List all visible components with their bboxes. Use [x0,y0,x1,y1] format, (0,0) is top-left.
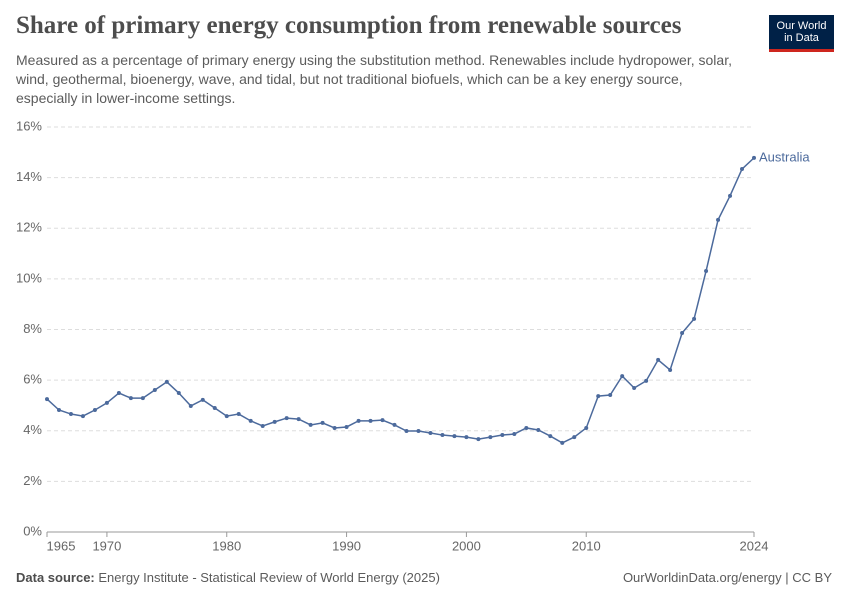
point [152,387,157,392]
point [212,405,217,410]
point [272,419,277,424]
series-label: Australia [759,149,810,164]
x-tick-label: 2024 [740,538,769,553]
point [164,379,169,384]
logo-text: Our World [776,20,827,32]
source-text: Energy Institute - Statistical Review of… [98,570,440,585]
point [452,434,457,439]
point [80,414,85,419]
y-tick-label: 10% [16,270,42,285]
point [536,427,541,432]
point [560,440,565,445]
point [200,397,205,402]
point [56,407,61,412]
point [260,423,265,428]
point [140,396,145,401]
point [464,435,469,440]
y-tick-label: 4% [23,422,42,437]
x-tick-label: 1980 [212,538,241,553]
point [716,217,721,222]
point [45,397,49,402]
point [668,368,673,372]
x-tick-label: 1965 [47,538,76,553]
point [500,433,505,438]
logo[interactable]: Our World in Data [769,15,834,52]
point [596,394,601,399]
point [632,385,637,390]
point [620,374,625,379]
x-tick-label: 1970 [92,538,121,553]
y-tick-label: 2% [23,473,42,488]
point [176,391,181,396]
point [284,416,289,421]
point [308,422,313,427]
point [488,435,493,440]
y-tick-label: 12% [16,220,42,235]
chart-subtitle: Measured as a percentage of primary ener… [16,52,732,106]
point [704,269,709,274]
point [188,403,193,408]
point [476,437,481,442]
point [644,378,649,383]
y-tick-label: 8% [23,321,42,336]
point [608,393,613,398]
y-tick-label: 14% [16,169,42,184]
chart-title: Share of primary energy consumption from… [16,12,682,39]
logo-text: in Data [784,32,819,44]
point [752,155,756,160]
point [296,417,301,422]
line [46,157,755,444]
point [236,412,241,417]
point [404,429,409,434]
point [392,422,397,427]
point [332,425,337,430]
point [368,418,373,423]
point [512,432,517,437]
point [440,433,445,438]
point [692,316,697,321]
point [248,418,253,423]
point [344,424,349,429]
y-tick-label: 16% [16,118,42,133]
point [680,331,685,336]
point [584,425,589,430]
point [548,434,553,439]
point [524,425,529,430]
source-label: Data source: [16,570,95,585]
x-tick-label: 2000 [452,538,481,553]
point [428,431,433,436]
point [572,435,577,440]
point [104,400,109,405]
point [656,357,661,362]
point [728,193,733,198]
footer-link[interactable]: OurWorldinData.org/energy | CC BY [622,570,832,585]
source: Data source: Energy Institute - Statisti… [16,570,440,585]
point [416,429,421,434]
point [92,407,97,412]
point [224,414,229,419]
x-tick-label: 2010 [572,538,601,553]
y-tick-label: 0% [23,523,42,538]
y-tick-label: 6% [23,372,42,387]
point [116,391,121,396]
x-tick-label: 1990 [332,538,361,553]
point [740,167,745,172]
point [320,420,325,425]
point [380,418,385,423]
point [68,412,73,417]
point [128,396,133,401]
point [356,418,361,423]
